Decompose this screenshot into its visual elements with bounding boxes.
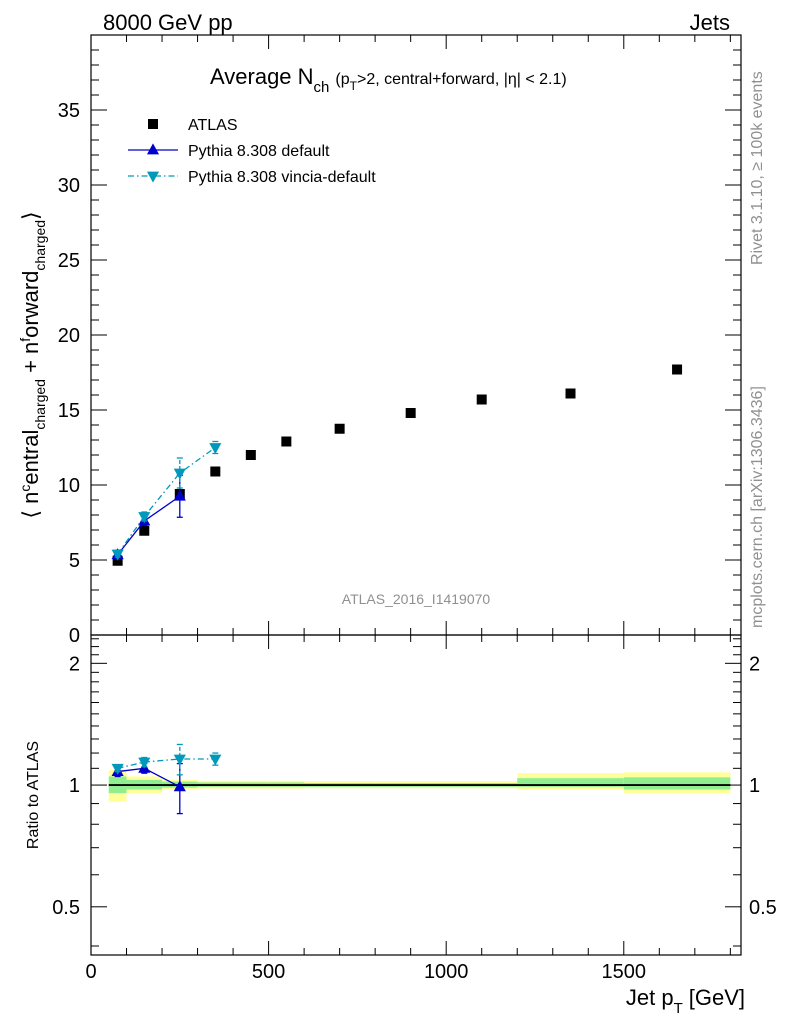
ratio-pythia-vincia-point bbox=[173, 754, 186, 766]
ratio-y-tick-label-right: 2 bbox=[749, 653, 760, 675]
ratio-plot-area: 0 500 1000 1500 0.5 0.5 1 1 2 2 bbox=[52, 634, 777, 983]
atlas-point bbox=[672, 364, 683, 375]
ratio-pythia-default-point bbox=[173, 780, 186, 792]
x-tick-label: 0 bbox=[85, 961, 96, 983]
legend-marker bbox=[146, 171, 160, 183]
y-tick-label: 15 bbox=[58, 400, 80, 422]
title-main: Average N bbox=[210, 64, 314, 89]
x-tick-label: 1000 bbox=[424, 961, 469, 983]
ratio-band-inner bbox=[517, 778, 624, 787]
atlas-point bbox=[281, 436, 292, 447]
ratio-pythia-vincia-line bbox=[117, 758, 216, 769]
legend-marker bbox=[148, 119, 158, 129]
atlas-point bbox=[565, 388, 576, 399]
x-axis-label: Jet pT [GeV] bbox=[626, 985, 745, 1017]
atlas-point bbox=[210, 466, 221, 477]
ratio-ylabel: Ratio to ATLAS bbox=[25, 741, 42, 849]
atlas-point bbox=[139, 525, 150, 536]
legend: ATLAS Pythia 8.308 default Pythia 8.308 vi… bbox=[128, 117, 376, 186]
mcplots-label: mcplots.cern.ch [arXiv:1306.3436] bbox=[749, 386, 766, 628]
y-tick-label: 20 bbox=[58, 325, 80, 347]
ratio-pythia-vincia-point bbox=[138, 757, 151, 769]
process-label: Jets bbox=[690, 10, 730, 35]
ratio-frame bbox=[90, 634, 742, 956]
legend-label: ATLAS bbox=[188, 117, 238, 134]
main-plot-area: 0 5 10 15 20 25 30 35 bbox=[58, 34, 742, 955]
pythia-vincia-point bbox=[111, 549, 124, 561]
atlas-point bbox=[405, 408, 416, 418]
pythia-vincia-point bbox=[173, 468, 186, 480]
y-tick-label: 5 bbox=[69, 550, 80, 572]
main-title: Average Nch (pT>2, central+forward, |η| <… bbox=[210, 64, 567, 96]
pythia-vincia-point bbox=[209, 443, 222, 455]
rivet-label: Rivet 3.1.10, ≥ 100k events bbox=[749, 71, 766, 265]
atlas-point bbox=[112, 555, 123, 566]
x-axis-label-unit: [GeV] bbox=[689, 985, 745, 1010]
pythia-vincia-point bbox=[138, 512, 151, 524]
legend-marker bbox=[146, 143, 160, 155]
energy-label: 8000 GeV pp bbox=[103, 10, 233, 35]
ratio-y-tick-label: 0.5 bbox=[52, 897, 80, 919]
title-rest: (p bbox=[335, 71, 349, 88]
analysis-watermark: ATLAS_2016_I1419070 bbox=[342, 591, 491, 607]
atlas-point bbox=[334, 423, 345, 434]
pythia-vincia-line bbox=[117, 446, 216, 555]
y-tick-label: 30 bbox=[58, 175, 80, 197]
ratio-y-tick-label: 1 bbox=[69, 775, 80, 797]
title-rest2: >2, central+forward, |η| < 2.1) bbox=[357, 71, 567, 88]
title-rest-sub: T bbox=[350, 79, 358, 93]
x-axis-label-main: Jet p bbox=[626, 985, 674, 1010]
x-tick-label: 500 bbox=[252, 961, 285, 983]
ratio-pythia-vincia-point bbox=[209, 754, 222, 766]
ratio-pythia-vincia-point bbox=[111, 763, 124, 775]
ratio-y-tick-label-right: 0.5 bbox=[749, 897, 777, 919]
legend-label: Pythia 8.308 default bbox=[188, 143, 330, 160]
y-tick-label: 0 bbox=[69, 625, 80, 647]
y-tick-label: 10 bbox=[58, 475, 80, 497]
atlas-point bbox=[476, 394, 487, 405]
title-sub: ch bbox=[314, 79, 330, 96]
x-tick-label: 1500 bbox=[602, 961, 647, 983]
x-axis-label-sub: T bbox=[674, 1000, 683, 1017]
ratio-y-tick-label: 2 bbox=[69, 653, 80, 675]
legend-label: Pythia 8.308 vincia-default bbox=[188, 169, 376, 186]
y-tick-label: 25 bbox=[58, 250, 80, 272]
y-tick-label: 35 bbox=[58, 100, 80, 122]
pythia-default-point bbox=[173, 489, 186, 501]
ratio-band-inner bbox=[623, 777, 731, 790]
ratio-y-tick-label-right: 1 bbox=[749, 775, 760, 797]
atlas-point bbox=[245, 450, 256, 460]
